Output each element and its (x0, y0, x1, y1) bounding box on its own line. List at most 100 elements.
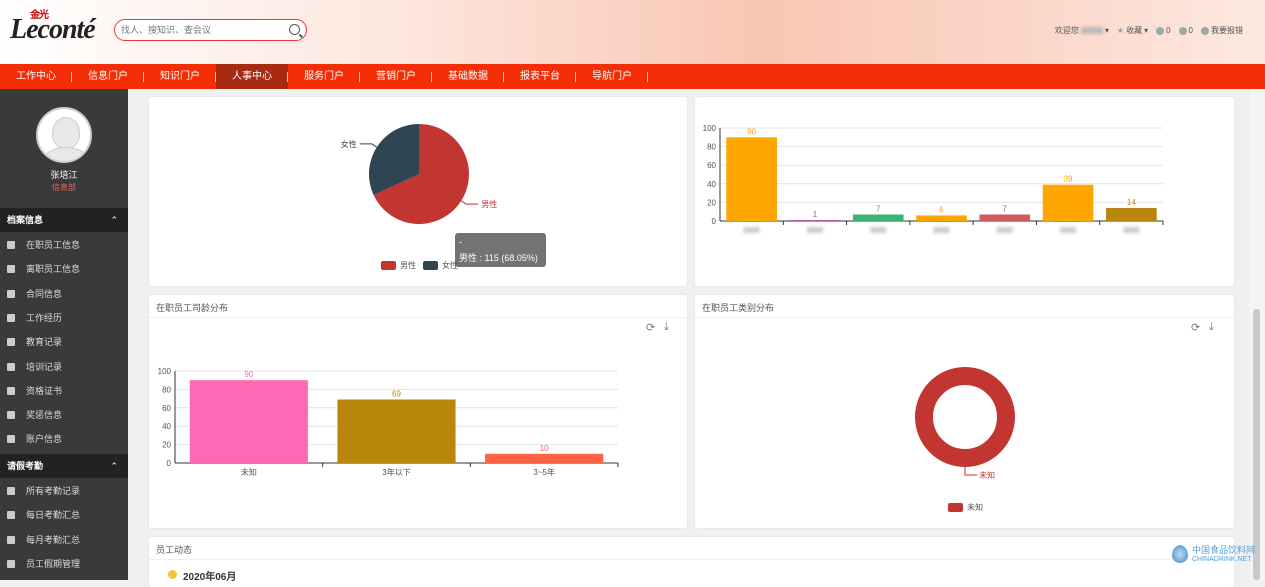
sidebar-item-label: 每月考勤汇总 (26, 534, 81, 545)
star-icon: ★ (1116, 26, 1125, 35)
scrollbar-thumb[interactable] (1253, 309, 1260, 580)
report-link[interactable]: 我要报错 (1201, 25, 1243, 36)
bar-value-label: 90 (244, 370, 253, 379)
search-box[interactable] (114, 19, 307, 41)
y-tick-label: 80 (707, 143, 716, 152)
sidebar-section[interactable]: 请假考勤 ⌃ (0, 454, 128, 478)
logo[interactable]: 金光 Leconté (10, 10, 96, 46)
divider (149, 317, 687, 318)
sidebar-item-label: 工作经历 (26, 312, 63, 323)
y-tick-label: 100 (703, 124, 717, 133)
notification-count[interactable]: 0 (1156, 26, 1171, 35)
bar (485, 453, 604, 463)
y-tick-label: 40 (162, 422, 171, 431)
bell-icon (1156, 26, 1165, 35)
sidebar-item[interactable]: 教育记录 (0, 330, 128, 354)
sidebar-section-label: 档案信息 (7, 215, 44, 225)
nav-item[interactable]: 知识门户 (144, 64, 216, 89)
sidebar-item-label: 合同信息 (26, 288, 63, 299)
menu-item-icon (7, 386, 15, 395)
avatar-head (52, 117, 80, 149)
activity-title: 员工动态 (156, 545, 193, 555)
sidebar-item[interactable]: 每月考勤汇总 (0, 528, 128, 552)
bar (1106, 207, 1157, 221)
bar (916, 215, 967, 221)
pie-label-line (460, 200, 479, 205)
main-nav: 工作中心 信息门户 知识门户 人事中心 服务门户 营销门户 基础数据 报表平台 导航门户 (0, 64, 1265, 89)
bar-value-label: 90 (747, 127, 756, 136)
sidebar-item[interactable]: 资格证书 (0, 379, 128, 403)
nav-item[interactable]: 营销门户 (360, 64, 432, 89)
chevron-up-icon[interactable]: ⌃ (110, 215, 118, 225)
nav-item[interactable]: 人事中心 (216, 64, 288, 89)
download-icon[interactable]: ⤓ (1209, 321, 1214, 333)
sidebar-item[interactable]: 在职员工信息 (0, 233, 128, 257)
favorites-menu[interactable]: ★ 收藏 ▾ (1116, 26, 1149, 35)
sidebar-section[interactable]: 档案信息 ⌃ (0, 208, 128, 232)
refresh-icon[interactable]: ⟳ (646, 322, 656, 334)
x-tick-label-blurred (1123, 227, 1140, 233)
bar-value-label: 69 (392, 390, 401, 399)
bar-value-label: 1 (813, 210, 818, 219)
nav-item[interactable]: 报表平台 (504, 64, 576, 89)
donut-label-line (964, 467, 977, 476)
nav-item[interactable]: 工作中心 (0, 64, 72, 89)
search-input[interactable] (121, 23, 281, 37)
bar (979, 214, 1031, 221)
x-tick-label-blurred (1060, 227, 1077, 233)
message-count[interactable]: 0 (1178, 26, 1193, 35)
welcome-user[interactable]: 欢迎您 ▾ (1054, 26, 1109, 35)
nav-item[interactable]: 导航门户 (576, 64, 648, 89)
watermark-line1: 中国食品饮料网 (1192, 545, 1256, 555)
activity-date-text: 2020年06月 (183, 572, 237, 583)
scrollbar[interactable] (1250, 89, 1265, 580)
nav-item[interactable]: 信息门户 (72, 64, 144, 89)
y-tick-label: 60 (707, 161, 716, 170)
bar (1042, 184, 1094, 221)
bar (789, 220, 841, 221)
x-tick-label: 未知 (241, 467, 257, 477)
sidebar-item[interactable]: 所有考勤记录 (0, 479, 128, 503)
menu-item-icon (7, 241, 15, 249)
sidebar-item[interactable]: 工作经历 (0, 306, 128, 330)
tooltip-dash: - (459, 237, 462, 247)
sidebar-item[interactable]: 每日考勤汇总 (0, 503, 128, 527)
sidebar-item[interactable]: 员工假期管理 (0, 552, 128, 576)
sidebar-item[interactable]: 合同信息 (0, 282, 128, 306)
sidebar-item[interactable]: 账户信息 (0, 427, 128, 451)
nav-item[interactable]: 基础数据 (432, 64, 504, 89)
seniority-title: 在职员工司龄分布 (156, 303, 229, 313)
x-tick-label-blurred (933, 227, 950, 233)
y-tick-label: 100 (158, 367, 172, 376)
legend-label: 未知 (967, 502, 983, 512)
y-tick-label: 0 (712, 217, 717, 226)
download-icon[interactable]: ⤓ (664, 321, 669, 333)
sidebar-item[interactable]: 奖惩信息 (0, 403, 128, 427)
menu-item-icon (7, 362, 15, 371)
sidebar-item[interactable]: 培训记录 (0, 355, 128, 379)
search-icon[interactable] (289, 24, 300, 35)
sidebar: 张培江 信息部 档案信息 ⌃ 在职员工信息 离职员工信息 合同信息 工作经历 教育记录 培训记… (0, 89, 128, 580)
sidebar-item-label: 员工假期管理 (26, 558, 81, 569)
sidebar-item[interactable]: 离职员工信息 (0, 257, 128, 281)
y-tick-label: 20 (162, 441, 171, 450)
count2: 0 (1188, 26, 1193, 35)
menu-item-icon (7, 338, 15, 347)
category-bar-chart: 0 20 40 60 80 100 90 1 7 6 7 39 14 (703, 124, 1164, 233)
type-title: 在职员工类别分布 (702, 303, 775, 313)
pie-slice (369, 124, 419, 196)
chevron-up-icon[interactable]: ⌃ (110, 461, 118, 471)
top-right-bar: 欢迎您 ▾ ★ 收藏 ▾ 0 0 我要报错 (1055, 25, 1243, 36)
sidebar-item-label: 在职员工信息 (26, 240, 81, 250)
date-dot-icon (168, 570, 177, 579)
legend-label: 女性 (442, 260, 458, 270)
user-name: 张培江 (50, 170, 78, 180)
menu-item-icon (7, 289, 15, 298)
menu-item-icon (7, 511, 15, 520)
nav-item[interactable]: 服务门户 (288, 64, 360, 89)
donut-label: 未知 (979, 470, 995, 480)
divider (695, 317, 1234, 318)
avatar[interactable] (36, 107, 92, 163)
refresh-icon[interactable]: ⟳ (1191, 322, 1201, 334)
